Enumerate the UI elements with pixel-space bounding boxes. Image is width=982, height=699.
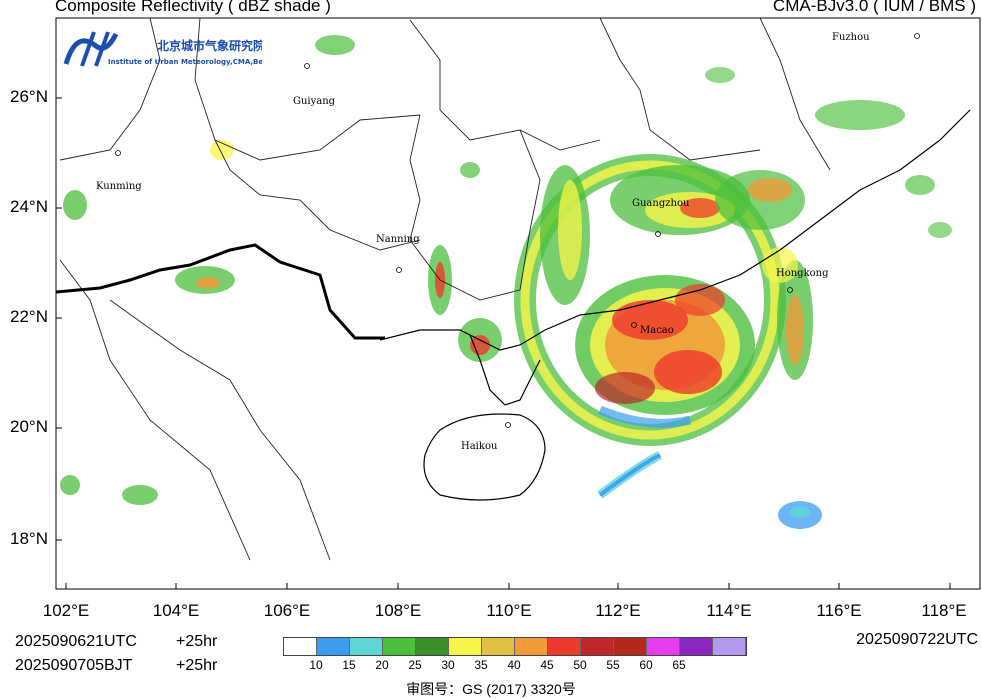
colorbar-tick-label: 30 [441, 658, 455, 672]
lon-label-108: 108°E [374, 601, 422, 620]
radar-echoes [60, 35, 952, 529]
colorbar-swatch [383, 638, 416, 655]
colorbar-swatch [350, 638, 383, 655]
lon-label-112: 112°E [595, 601, 641, 620]
colorbar-swatch [581, 638, 614, 655]
model-name: CMA-BJv3.0 ( IUM / BMS ) [772, 0, 976, 15]
lead-time-utc: +25hr [176, 633, 218, 650]
institute-logo: 北京城市气象研究院 Institute of Urban Meteorology… [62, 24, 280, 79]
colorbar-tick-label: 20 [375, 658, 389, 672]
colorbar-swatch [284, 638, 317, 655]
city-label-fuzhou: Fuzhou [832, 32, 870, 43]
colorbar-swatch [515, 638, 548, 655]
colorbar-tick-label: 50 [573, 658, 587, 672]
colorbar-swatch [614, 638, 647, 655]
lat-label-22: 22°N [10, 307, 48, 326]
colorbar-tick-label: 45 [540, 658, 554, 672]
init-time-utc: 2025090621UTC [15, 633, 137, 650]
lon-label-114: 114°E [706, 601, 752, 620]
colorbar-tick-label: 40 [507, 658, 521, 672]
colorbar-tick-label: 10 [309, 658, 323, 672]
map-approval-number: 审图号：GS (2017) 3320号 [406, 681, 576, 697]
city-label-haikou: Haikou [461, 441, 498, 452]
colorbar-tick-label: 65 [672, 658, 686, 672]
lon-label-102: 102°E [42, 601, 90, 620]
chart-title: Composite Reflectivity ( dBZ shade ) [55, 0, 331, 15]
lat-label-24: 24°N [10, 197, 48, 216]
lon-label-116: 116°E [816, 601, 862, 620]
colorbar-swatch [416, 638, 449, 655]
colorbar-tick-label: 15 [342, 658, 356, 672]
colorbar-swatch [713, 638, 746, 655]
city-label-hongkong: Hongkong [776, 268, 829, 279]
lon-label-104: 104°E [152, 601, 200, 620]
logo-name-cn: 北京城市气象研究院 [157, 38, 262, 53]
axis-ticks [56, 97, 951, 589]
colorbar-tick-label: 60 [639, 658, 653, 672]
city-markers [115, 33, 920, 428]
reflectivity-colorbar [283, 637, 747, 656]
province-boundaries [59, 18, 831, 561]
lon-label-106: 106°E [263, 601, 311, 620]
national-border [56, 243, 385, 340]
lon-label-118: 118°E [921, 601, 967, 620]
city-label-macao: Macao [640, 325, 674, 336]
city-labels: Fuzhou Guiyang Kunming Nanning Guangzhou… [96, 32, 870, 452]
valid-time-utc: 2025090722UTC [856, 631, 978, 648]
colorbar-swatch [647, 638, 680, 655]
lat-label-18: 18°N [10, 529, 48, 548]
colorbar-swatch [482, 638, 515, 655]
colorbar-tick-label: 25 [408, 658, 422, 672]
city-label-nanning: Nanning [376, 234, 420, 245]
init-time-bjt: 2025090705BJT [15, 657, 133, 674]
lead-time-bjt: +25hr [176, 657, 218, 674]
colorbar-swatch [317, 638, 350, 655]
lon-label-110: 110°E [486, 601, 532, 620]
logo-name-en: Institute of Urban Meteorology,CMA,Beiji… [108, 58, 262, 66]
city-label-kunming: Kunming [96, 181, 142, 192]
colorbar-swatch [548, 638, 581, 655]
colorbar-swatch [680, 638, 713, 655]
coastline [379, 109, 971, 501]
city-label-guiyang: Guiyang [293, 96, 336, 107]
colorbar-tick-label: 55 [606, 658, 620, 672]
colorbar-swatch [449, 638, 482, 655]
lat-label-26: 26°N [10, 87, 48, 106]
city-label-guangzhou: Guangzhou [632, 198, 690, 209]
colorbar-tick-label: 35 [474, 658, 488, 672]
lat-label-20: 20°N [10, 417, 48, 436]
